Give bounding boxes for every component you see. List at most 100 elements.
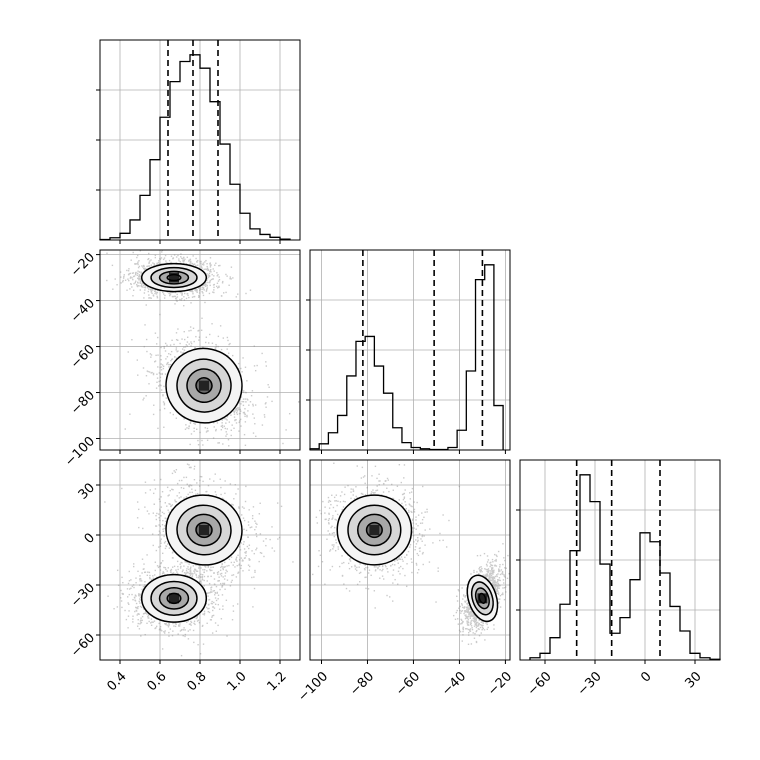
- scatter-point: [212, 278, 214, 280]
- scatter-point: [185, 572, 187, 574]
- scatter-point: [217, 603, 220, 606]
- scatter-point: [149, 289, 152, 291]
- scatter-point: [217, 442, 219, 444]
- scatter-point: [211, 569, 213, 572]
- scatter-point: [122, 593, 125, 595]
- scatter-point: [205, 268, 208, 271]
- scatter-point: [200, 263, 202, 265]
- scatter-point: [171, 552, 174, 554]
- scatter-point: [138, 265, 141, 268]
- scatter-point: [210, 586, 213, 588]
- scatter-point: [236, 413, 239, 416]
- scatter-point: [238, 421, 240, 424]
- scatter-point: [155, 387, 158, 389]
- scatter-point: [207, 610, 210, 613]
- scatter-point: [180, 351, 182, 353]
- scatter-point: [229, 585, 232, 587]
- scatter-point: [232, 605, 235, 607]
- scatter-point: [181, 338, 183, 340]
- scatter-point: [176, 571, 178, 573]
- scatter-point: [220, 618, 223, 620]
- scatter-point: [216, 272, 218, 274]
- scatter-point: [235, 419, 237, 421]
- scatter-point: [135, 595, 137, 597]
- scatter-point: [145, 338, 148, 341]
- scatter-point: [132, 251, 134, 254]
- histogram-panel-0: [96, 39, 301, 244]
- scatter-point: [232, 504, 234, 506]
- scatter-point: [252, 413, 254, 415]
- scatter-point: [205, 593, 208, 595]
- scatter-point: [219, 573, 222, 575]
- scatter-point: [149, 353, 152, 355]
- scatter-point: [230, 278, 232, 280]
- scatter-point: [204, 268, 207, 270]
- scatter-point: [228, 343, 230, 346]
- scatter-point: [166, 570, 168, 572]
- scatter-point: [148, 620, 150, 623]
- scatter-point: [260, 552, 263, 554]
- scatter-point: [155, 291, 157, 293]
- scatter-point: [158, 380, 160, 383]
- scatter-point: [117, 584, 120, 586]
- scatter-point: [139, 274, 141, 277]
- scatter-point: [271, 547, 273, 549]
- scatter-point: [135, 263, 138, 265]
- scatter-point: [198, 296, 200, 298]
- scatter-point: [207, 565, 210, 567]
- scatter-point: [167, 567, 169, 569]
- scatter-point: [192, 291, 194, 293]
- scatter-point: [183, 296, 185, 298]
- scatter-point: [189, 484, 191, 486]
- scatter-point: [134, 610, 136, 613]
- scatter-point: [207, 575, 209, 578]
- scatter-point: [193, 572, 196, 574]
- scatter-point: [148, 265, 151, 267]
- scatter-point: [177, 328, 179, 330]
- scatter-point: [142, 608, 145, 610]
- scatter-point: [220, 348, 223, 351]
- scatter-point: [168, 366, 170, 368]
- scatter-point: [161, 364, 164, 366]
- scatter-point: [252, 432, 255, 434]
- scatter-point: [198, 621, 201, 624]
- scatter-point: [143, 283, 145, 286]
- scatter-point: [178, 258, 180, 260]
- scatter-point: [137, 277, 139, 280]
- scatter-point: [122, 277, 125, 279]
- scatter-point: [138, 593, 140, 595]
- scatter-point: [195, 290, 197, 292]
- scatter-point: [187, 566, 189, 568]
- scatter-point: [146, 286, 149, 289]
- scatter-point: [183, 627, 185, 629]
- scatter-point: [188, 425, 190, 428]
- scatter-point: [153, 290, 156, 293]
- scatter-point: [196, 620, 199, 622]
- scatter-point: [159, 565, 161, 568]
- scatter-point: [138, 593, 140, 595]
- scatter-point: [204, 565, 206, 568]
- scatter-point: [170, 255, 173, 257]
- scatter-point: [199, 286, 202, 288]
- scatter-point: [143, 292, 146, 294]
- scatter-point: [177, 339, 179, 341]
- scatter-point: [128, 593, 130, 596]
- scatter-point: [211, 342, 214, 344]
- scatter-point: [193, 468, 196, 470]
- scatter-point: [243, 433, 246, 436]
- scatter-point: [138, 275, 141, 278]
- scatter-point: [165, 517, 167, 520]
- scatter-point: [141, 606, 143, 609]
- scatter-point: [271, 400, 273, 403]
- scatter-point: [196, 260, 198, 263]
- scatter-point: [144, 581, 146, 583]
- scatter-point: [141, 282, 144, 284]
- scatter-point: [156, 291, 159, 294]
- scatter-point: [179, 623, 181, 625]
- scatter-point: [232, 277, 234, 279]
- scatter-point: [170, 360, 172, 362]
- scatter-point: [234, 484, 236, 486]
- scatter-point: [157, 261, 160, 264]
- scatter-point: [169, 569, 172, 572]
- scatter-point: [130, 587, 132, 589]
